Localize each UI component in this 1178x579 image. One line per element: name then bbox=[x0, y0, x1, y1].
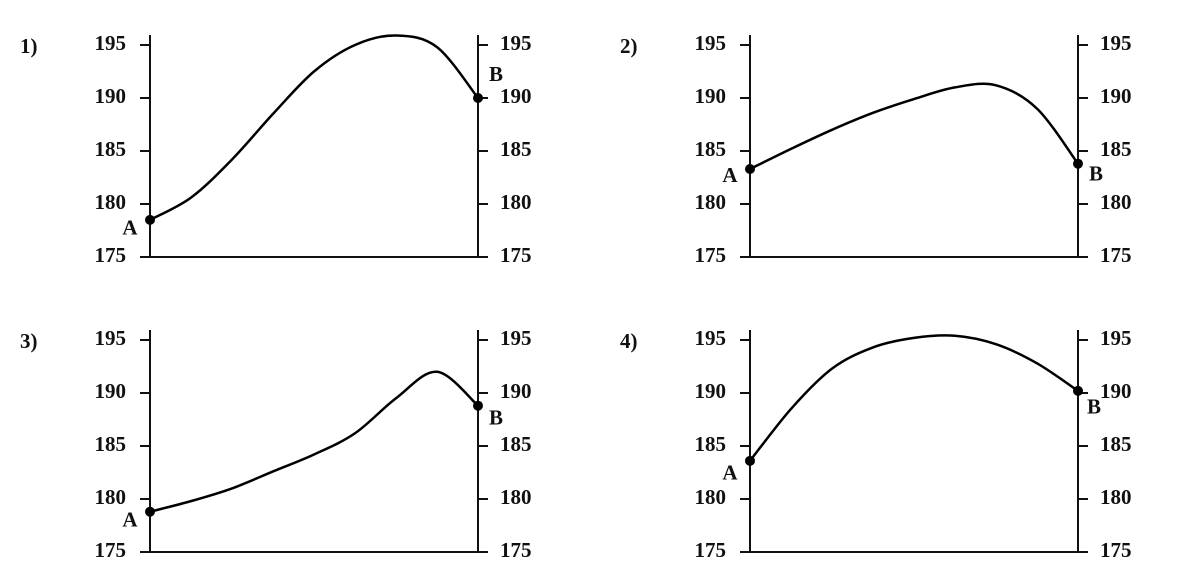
y2-tick-label: 180 bbox=[1100, 485, 1132, 509]
y2-tick-label: 180 bbox=[1100, 190, 1132, 214]
y-tick-label: 195 bbox=[695, 31, 727, 55]
point-label: A bbox=[722, 461, 738, 485]
curve bbox=[749, 334, 1079, 462]
curve bbox=[149, 370, 479, 513]
y2-tick-label: 190 bbox=[500, 379, 532, 403]
point-label: B bbox=[489, 62, 503, 86]
y2-tick-label: 175 bbox=[1100, 243, 1132, 267]
y-tick-label: 180 bbox=[95, 190, 127, 214]
point-label: A bbox=[122, 508, 138, 532]
y-tick-label: 190 bbox=[695, 379, 727, 403]
curve bbox=[149, 34, 479, 222]
y-tick-label: 180 bbox=[95, 485, 127, 509]
point-label: A bbox=[722, 163, 738, 187]
y2-tick-label: 185 bbox=[1100, 432, 1132, 456]
y2-tick-label: 190 bbox=[500, 84, 532, 108]
endpoint bbox=[473, 400, 483, 411]
y2-tick-label: 175 bbox=[500, 243, 532, 267]
chart-title: 3) bbox=[20, 329, 38, 353]
y2-tick-label: 195 bbox=[500, 31, 532, 55]
y2-tick-label: 195 bbox=[1100, 31, 1132, 55]
y2-tick-label: 185 bbox=[500, 137, 532, 161]
y-tick-label: 185 bbox=[95, 137, 127, 161]
chart-title: 2) bbox=[620, 34, 638, 58]
chart-title: 1) bbox=[20, 34, 38, 58]
endpoint bbox=[473, 93, 483, 103]
y2-tick-label: 175 bbox=[1100, 538, 1132, 562]
y-tick-label: 185 bbox=[95, 432, 127, 456]
y-tick-label: 190 bbox=[95, 84, 127, 108]
y-tick-label: 185 bbox=[695, 432, 727, 456]
point-label: B bbox=[489, 406, 503, 430]
y2-tick-label: 195 bbox=[500, 326, 532, 350]
y2-tick-label: 195 bbox=[1100, 326, 1132, 350]
y-tick-label: 175 bbox=[95, 243, 127, 267]
point-label: B bbox=[1087, 395, 1101, 419]
y2-tick-label: 185 bbox=[1100, 137, 1132, 161]
y2-tick-label: 175 bbox=[500, 538, 532, 562]
y-tick-label: 190 bbox=[95, 379, 127, 403]
endpoint bbox=[145, 506, 155, 517]
endpoint bbox=[1073, 385, 1083, 396]
endpoint bbox=[1073, 158, 1083, 169]
y-tick-label: 195 bbox=[95, 326, 127, 350]
y2-tick-label: 180 bbox=[500, 190, 532, 214]
y-tick-label: 195 bbox=[95, 31, 127, 55]
y-tick-label: 185 bbox=[695, 137, 727, 161]
y-tick-label: 195 bbox=[695, 326, 727, 350]
y-tick-label: 180 bbox=[695, 485, 727, 509]
endpoint bbox=[145, 214, 155, 225]
y-tick-label: 175 bbox=[95, 538, 127, 562]
y-tick-label: 175 bbox=[695, 538, 727, 562]
point-label: B bbox=[1089, 162, 1103, 186]
chart-title: 4) bbox=[620, 329, 638, 353]
y-tick-label: 190 bbox=[695, 84, 727, 108]
endpoint bbox=[745, 455, 755, 466]
y-tick-label: 175 bbox=[695, 243, 727, 267]
point-label: A bbox=[122, 216, 138, 240]
y2-tick-label: 190 bbox=[1100, 84, 1132, 108]
curve bbox=[749, 82, 1080, 171]
y2-tick-label: 180 bbox=[500, 485, 532, 509]
y-tick-label: 180 bbox=[695, 190, 727, 214]
endpoint bbox=[745, 164, 755, 175]
y2-tick-label: 185 bbox=[500, 432, 532, 456]
y2-tick-label: 190 bbox=[1100, 379, 1132, 403]
